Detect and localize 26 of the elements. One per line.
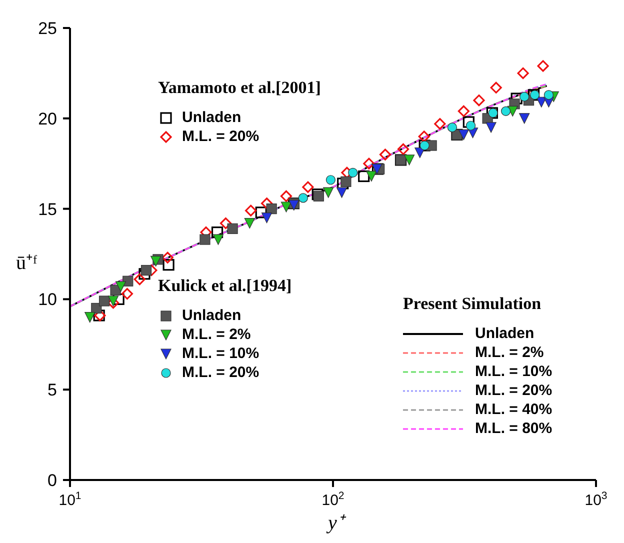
x-tick-label: 10$^{3}$ <box>584 490 608 509</box>
annotation: Kulick et al.[1994] <box>158 276 292 296</box>
legend-label: Unladen <box>182 307 242 324</box>
y-tick-label: 10 <box>38 290 57 310</box>
y-tick-label: 25 <box>38 19 57 38</box>
y-tick-label: 20 <box>38 109 57 128</box>
y-axis-title: ū⁺ᶠ <box>16 251 38 275</box>
annotation: Yamamoto et al.[2001] <box>158 78 321 98</box>
legend-label: M.L. = 10% <box>182 345 260 362</box>
legend-label: M.L. = 2% <box>182 326 251 343</box>
legend-label: M.L. = 20% <box>475 382 552 399</box>
legend-label: M.L. = 20% <box>182 364 260 381</box>
legend-label: M.L. = 10% <box>475 363 552 380</box>
legend-label: M.L. = 20% <box>182 128 260 145</box>
y-tick-label: 15 <box>38 200 57 219</box>
legend-label: M.L. = 40% <box>475 401 552 418</box>
x-axis-title: y⁺ <box>325 511 348 535</box>
y-tick-label: 0 <box>48 471 57 490</box>
annotation: Present Simulation <box>403 294 542 314</box>
x-tick-label: 10$^{2}$ <box>322 490 344 509</box>
x-tick-label: 10$^{1}$ <box>58 490 82 509</box>
legend-label: Unladen <box>475 325 534 342</box>
y-tick-label: 5 <box>48 380 57 400</box>
legend-label: Unladen <box>182 109 242 126</box>
legend-label: M.L. = 2% <box>475 344 544 361</box>
legend-label: M.L. = 80% <box>475 420 552 437</box>
